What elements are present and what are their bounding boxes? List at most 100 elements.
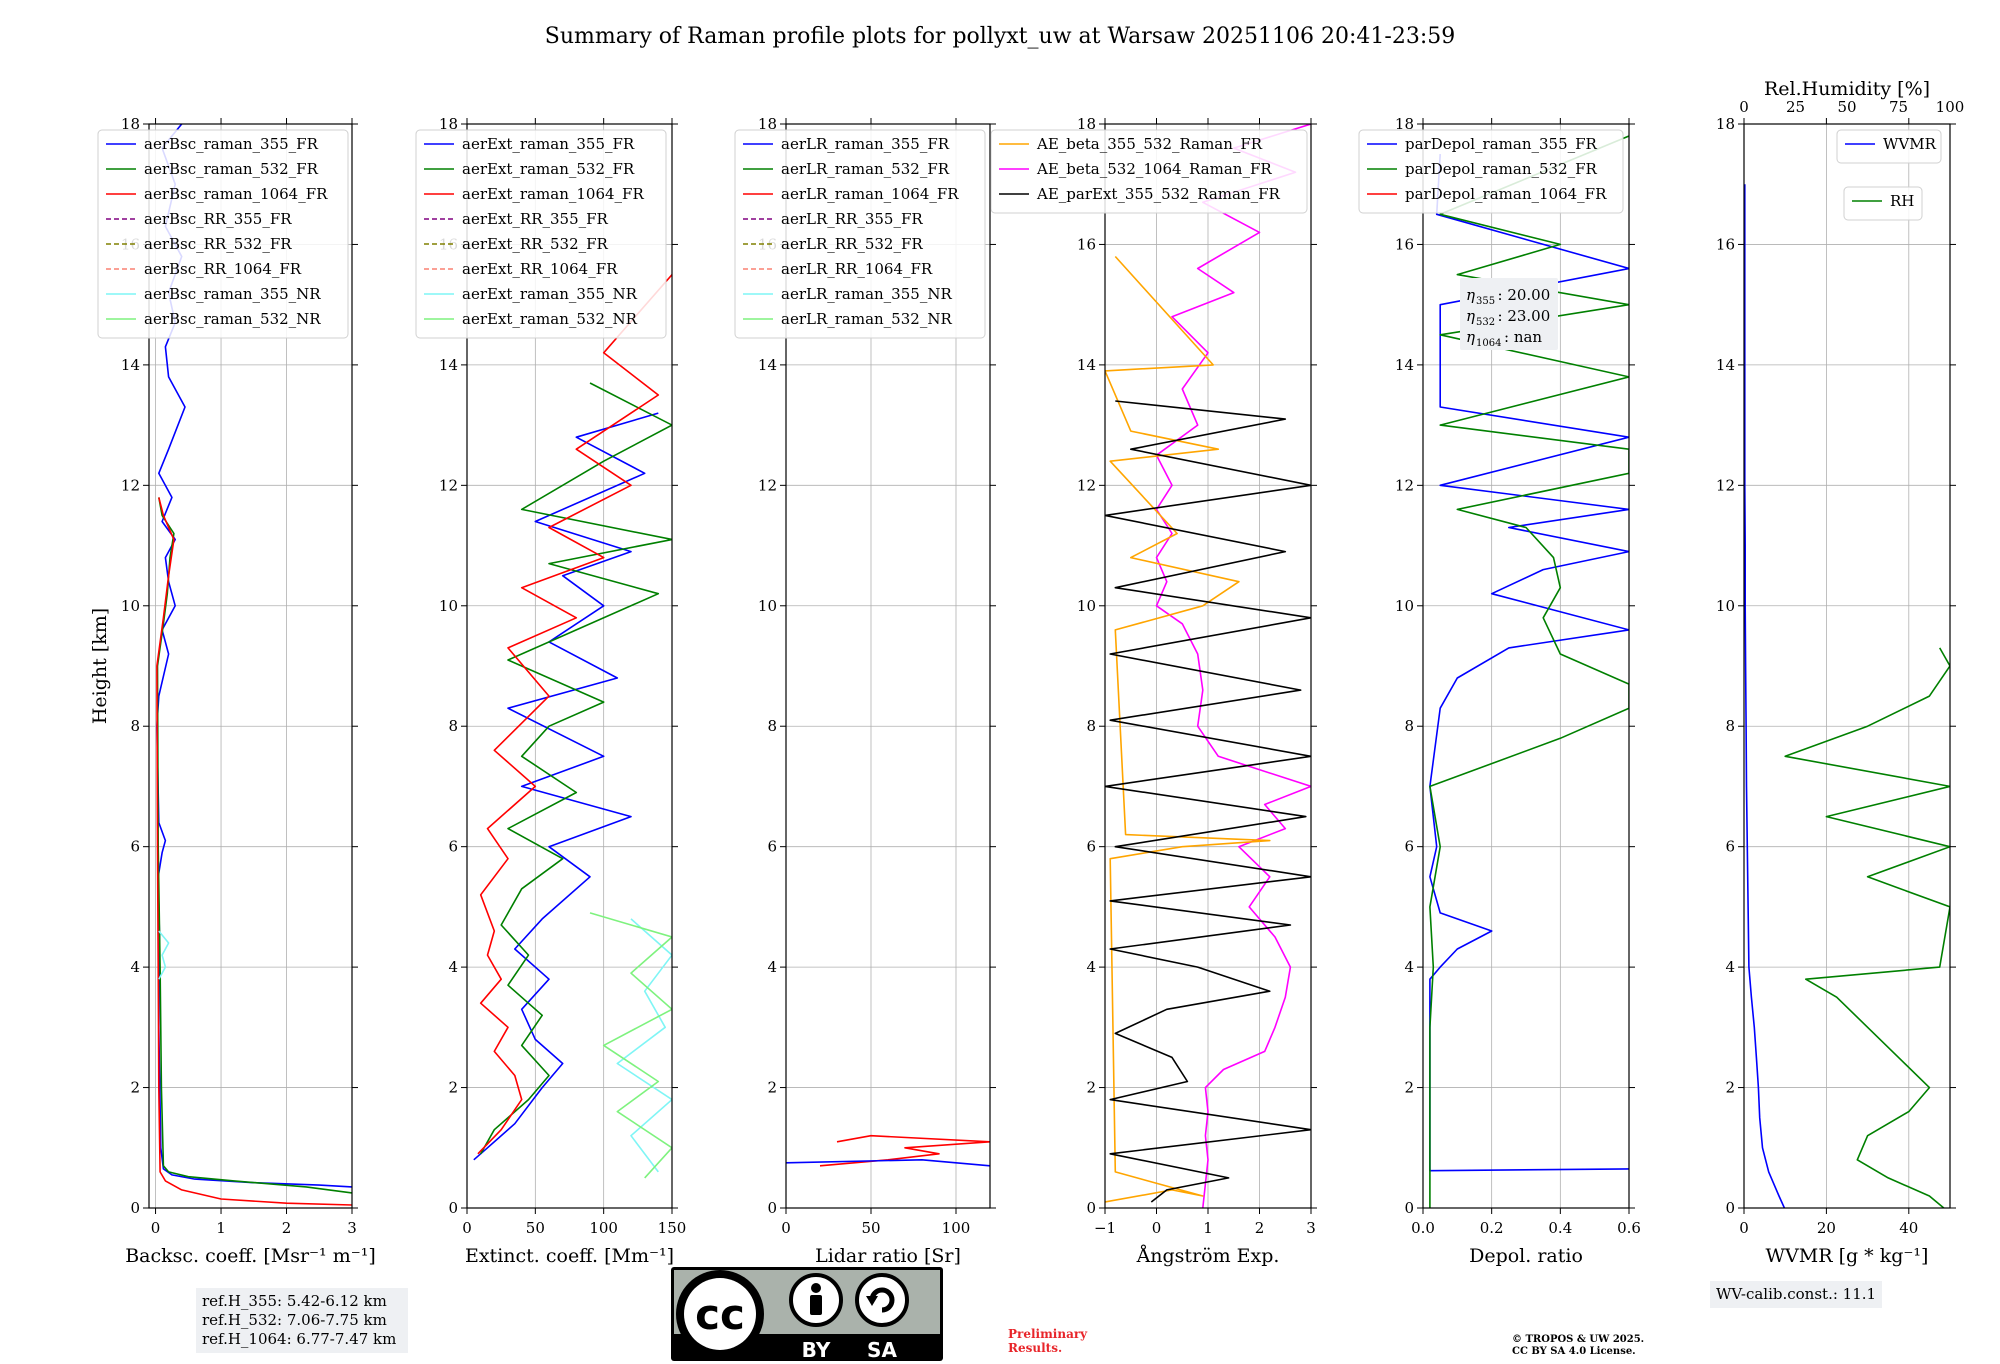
y-tick-label: 14 (121, 356, 140, 374)
series-aerExt_raman_1064_FR (477, 274, 672, 1155)
series-group (1429, 135, 1629, 1208)
x-tick-label: 3 (1306, 1219, 1316, 1237)
y-tick-label: 16 (1077, 235, 1096, 253)
series-RH (1784, 647, 1950, 1208)
x-tick-label: 50 (861, 1219, 880, 1237)
eta-subscript: 1064 (1476, 338, 1501, 349)
x-tick-label: 3 (347, 1219, 357, 1237)
legend-label: parDepol_raman_1064_FR (1405, 185, 1607, 203)
legend-label: aerBsc_RR_355_FR (144, 210, 292, 228)
legend-box (990, 129, 1308, 214)
legend: WVMR (1836, 129, 1942, 164)
y-tick-label: 18 (1716, 115, 1735, 133)
figure-title: Summary of Raman profile plots for polly… (545, 24, 1455, 49)
legend-label: aerLR_raman_532_NR (781, 310, 952, 328)
legend-box (734, 129, 986, 339)
series-aerLR_raman_355_FR (786, 1159, 990, 1167)
y-tick-label: 8 (448, 717, 458, 735)
legend: parDepol_raman_355_FR parDepol_raman_532_… (1358, 129, 1624, 214)
series-aerBsc_raman_532_FR (156, 497, 352, 1194)
x-tick-label: 0.6 (1617, 1219, 1641, 1237)
wv-calibration-text: WV-calib.const.: 11.1 (1716, 1285, 1877, 1303)
axes-frame (1422, 123, 1630, 1209)
y-tick-label: 12 (758, 476, 777, 494)
by-person-head (811, 1283, 821, 1293)
y-tick-label: 16 (1716, 235, 1735, 253)
sa-share-icon (855, 1273, 909, 1327)
x-axis-label: Depol. ratio (1469, 1245, 1583, 1267)
legend-label: aerLR_raman_532_FR (781, 160, 950, 178)
y-tick-label: 10 (1716, 597, 1735, 615)
axes-frame (1743, 123, 1951, 1209)
y-tick-label: 18 (1077, 115, 1096, 133)
eta-annotation-box (1460, 278, 1558, 350)
legend-label: aerBsc_RR_1064_FR (144, 260, 302, 278)
series-WVMR (1744, 184, 1786, 1208)
y-tick-label: 10 (439, 597, 458, 615)
panel-extinction: 024681012141618050100150Extinct. coeff. … (415, 115, 686, 1267)
x-tick-label: 1 (216, 1219, 226, 1237)
y-axis-label: Height [km] (89, 608, 111, 724)
ref-height-532: ref.H_532: 7.06-7.75 km (202, 1311, 387, 1329)
y-tick-label: 6 (1086, 838, 1096, 856)
eta-symbol: η (1466, 286, 1475, 304)
y-tick-label: 4 (767, 958, 777, 976)
panel-depol: 0 2 4 6 8 10 12 14 16 18 0.0 0.2 0.4 0.6 Depol. ratio p… (1358, 115, 1641, 1267)
series-aerBsc_raman_1064_FR (156, 497, 352, 1206)
y-tick-label: 12 (439, 476, 458, 494)
series-group (786, 1134, 990, 1167)
sa-label: SA (867, 1338, 897, 1362)
legend-label: aerLR_RR_1064_FR (781, 260, 933, 278)
y-tick-label: 4 (1725, 958, 1735, 976)
sa-share-arrow (866, 1296, 878, 1306)
series-AE_beta_355_532_Raman_FR (1105, 255, 1271, 1203)
y-tick-label: 4 (1086, 958, 1096, 976)
y-tick-label: 12 (1716, 476, 1735, 494)
x-tick-label: 40 (1899, 1219, 1918, 1237)
x-axis-label: Backsc. coeff. [Msr⁻¹ m⁻¹] (125, 1245, 376, 1267)
legend-label: AE_beta_532_1064_Raman_FR (1036, 160, 1272, 178)
legend: aerBsc_raman_355_FR aerBsc_raman_532_FRae… (97, 129, 349, 339)
sa-share-arc (869, 1287, 895, 1313)
legend-label: aerExt_raman_532_FR (462, 160, 635, 178)
series-group (1744, 184, 1950, 1208)
cc-icon (684, 1278, 756, 1350)
y-tick-label: 0 (448, 1199, 458, 1217)
x-axis-label: Ångström Exp. (1136, 1245, 1280, 1267)
y-tick-label: 18 (758, 115, 777, 133)
legend-label: aerExt_raman_355_NR (462, 285, 638, 303)
legend-label: parDepol_raman_355_FR (1405, 135, 1598, 153)
series-aerExt_raman_532_FR (480, 382, 672, 1155)
legend-box (1836, 129, 1942, 164)
y-tick-label: 8 (1404, 717, 1414, 735)
x-axis-label: WVMR [g * kg⁻¹] (1766, 1245, 1929, 1267)
y-tick-label: 6 (1404, 838, 1414, 856)
x-tick-label: 0 (1152, 1219, 1162, 1237)
x-tick-label: 50 (526, 1219, 545, 1237)
ref-height-1064: ref.H_1064: 6.77-7.47 km (202, 1330, 397, 1348)
y-tick-label: 6 (130, 838, 140, 856)
y-tick-label: 2 (1725, 1079, 1735, 1097)
eta-subscript: 355 (1476, 296, 1495, 307)
legend-label: aerBsc_raman_532_NR (144, 310, 321, 328)
y-tick-label: 8 (130, 717, 140, 735)
eta-symbol: η (1466, 328, 1475, 346)
eta-value: : 20.00 (1498, 286, 1551, 304)
ref-height-355: ref.H_355: 5.42-6.12 km (202, 1292, 387, 1310)
legend-label: aerBsc_raman_355_NR (144, 285, 321, 303)
x2-tick-label: 100 (1936, 98, 1965, 116)
x2-axis-label: Rel.Humidity [%] (1764, 78, 1930, 100)
series-aerExt_raman_355_NR (616, 918, 672, 1173)
panel-lidar_ratio: 024681012141618050100Lidar ratio [Sr]aer… (734, 115, 996, 1267)
x-tick-label: 1 (1203, 1219, 1213, 1237)
y-tick-label: 0 (1725, 1199, 1735, 1217)
x2-tick-label: 0 (1739, 98, 1749, 116)
y-tick-label: 14 (439, 356, 458, 374)
legend-label: aerExt_raman_1064_FR (462, 185, 644, 203)
y-tick-label: 8 (1725, 717, 1735, 735)
series-group (473, 274, 672, 1179)
y-tick-label: 4 (1404, 958, 1414, 976)
